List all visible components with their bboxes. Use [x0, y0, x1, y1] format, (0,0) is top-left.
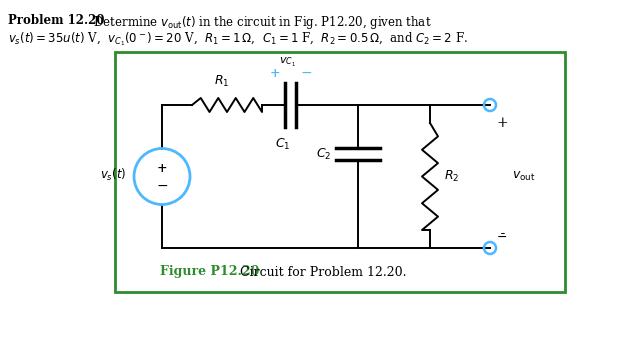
- Text: −: −: [300, 66, 312, 80]
- Text: +: +: [157, 162, 167, 175]
- Text: $v_s(t)$: $v_s(t)$: [100, 167, 126, 183]
- Text: Determine $v_{\mathrm{out}}(t)$ in the circuit in Fig. P12.20, given that: Determine $v_{\mathrm{out}}(t)$ in the c…: [86, 14, 431, 31]
- Text: $C_1$: $C_1$: [275, 137, 291, 152]
- Text: Problem 12.20: Problem 12.20: [8, 14, 105, 27]
- Text: Figure P12.20: Figure P12.20: [160, 265, 260, 278]
- Text: +: +: [270, 67, 280, 80]
- Text: $v_{\mathrm{out}}$: $v_{\mathrm{out}}$: [512, 170, 535, 183]
- Text: Circuit for Problem 12.20.: Circuit for Problem 12.20.: [232, 265, 406, 278]
- Text: $R_1$: $R_1$: [214, 74, 229, 89]
- Text: +: +: [496, 116, 508, 130]
- Text: $C_2$: $C_2$: [315, 146, 331, 161]
- Text: −: −: [156, 179, 168, 193]
- Text: $\bar{-}$: $\bar{-}$: [497, 229, 508, 242]
- Text: $v_{C_1}$: $v_{C_1}$: [279, 56, 296, 69]
- Text: $R_2$: $R_2$: [444, 169, 460, 184]
- Bar: [115, 52, 565, 292]
- Text: $v_s(t) = 35u(t)$ V,  $v_{C_1}(0^-) = 20$ V,  $R_1 = 1\,\Omega$,  $C_1 = 1$ F,  : $v_s(t) = 35u(t)$ V, $v_{C_1}(0^-) = 20$…: [8, 30, 468, 48]
